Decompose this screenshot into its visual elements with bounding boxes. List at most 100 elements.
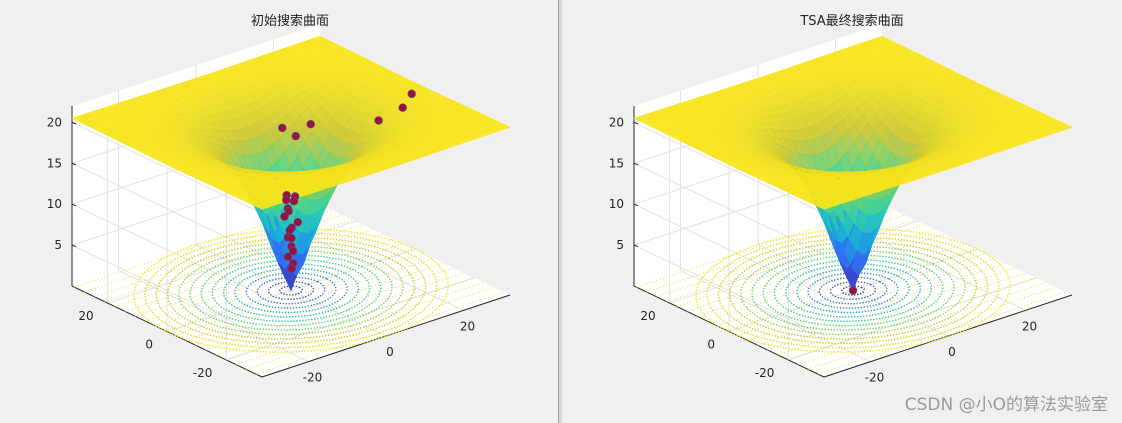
- z-tick-mark: [633, 244, 639, 248]
- contour-ring: [706, 232, 1000, 349]
- y-tick-label: 20: [640, 309, 655, 323]
- contour-ring: [234, 267, 348, 314]
- floor-field-line: [255, 291, 505, 375]
- chart-initial-surface: 初始搜索曲面 5 10 15 20 20 0 -20 -20 0 20: [47, 14, 511, 385]
- x-tick-label: -20: [303, 371, 323, 385]
- agent-point: [291, 131, 300, 141]
- y-tick-label: 0: [145, 338, 153, 352]
- floor-field-line: [195, 262, 444, 346]
- floor-field-line: [706, 238, 956, 322]
- floor-field-line: [124, 228, 374, 312]
- floor-field-line: [797, 282, 1047, 365]
- z-tick-label: 5: [54, 238, 62, 252]
- surface-patch: [496, 124, 511, 131]
- contour-ring: [279, 285, 303, 296]
- z-tick-label: 20: [609, 115, 624, 129]
- floor-field-line: [165, 248, 414, 332]
- floor-field-line: [154, 243, 404, 327]
- floor-field-line: [225, 277, 474, 361]
- agent-points: [278, 89, 416, 273]
- contour-ring: [211, 259, 371, 322]
- contour-ring: [796, 267, 910, 314]
- agent-point: [398, 103, 407, 112]
- floor-field-line: [205, 267, 454, 351]
- y-tick-label: 20: [78, 309, 93, 323]
- agent-point: [407, 89, 416, 98]
- floor-field-line: [787, 277, 1036, 361]
- agent-point: [374, 116, 383, 125]
- z-tick-label: 15: [609, 156, 624, 170]
- x-tick-label: 0: [948, 345, 956, 359]
- z-tick-mark: [71, 203, 77, 207]
- agent-point: [283, 252, 293, 261]
- floor-field-line: [747, 257, 996, 341]
- contour-ring: [728, 241, 978, 340]
- chart-title: TSA最终搜索曲面: [799, 13, 903, 29]
- floor-field-line: [144, 238, 394, 322]
- figure-panel-final: TSA最终搜索曲面 5 10 15 20 20 0 -20 -20 0 20: [562, 0, 1122, 423]
- floor-field-line: [114, 224, 363, 307]
- z-tick-mark: [71, 244, 77, 248]
- agent-point: [293, 217, 302, 227]
- y-tick-label: 0: [707, 338, 715, 352]
- surface-mesh: [71, 35, 511, 292]
- x-axis-line: [823, 294, 1073, 378]
- surface-mesh: [633, 35, 1073, 292]
- floor-field-line: [185, 257, 434, 341]
- y-tick-label: -20: [193, 366, 213, 380]
- x-tick-label: 20: [460, 319, 475, 333]
- floor-field-line: [807, 286, 1057, 370]
- floor-field-line: [676, 224, 925, 307]
- x-tick-label: 20: [1022, 319, 1037, 333]
- z-tick-label: 5: [616, 238, 624, 252]
- z-tick-label: 10: [609, 197, 624, 211]
- contour-ring: [166, 241, 416, 340]
- agent-point: [280, 212, 289, 221]
- agent-point: [282, 195, 291, 205]
- floor-field-line: [727, 248, 976, 332]
- contour-ring: [144, 232, 438, 349]
- floor-field-line: [175, 253, 424, 336]
- chart-final-surface: TSA最终搜索曲面 5 10 15 20 20 0 -20 -20 0 20: [609, 13, 1073, 385]
- floor-field-line: [737, 253, 986, 336]
- floor-field-line: [245, 286, 495, 370]
- z-tick-label: 10: [47, 197, 62, 211]
- watermark-text: CSDN @小O的算法实验室: [904, 395, 1108, 415]
- floor-field-line: [215, 272, 464, 356]
- z-tick-mark: [633, 162, 639, 166]
- x-tick-label: -20: [865, 371, 885, 385]
- floor-field-line: [757, 262, 1006, 346]
- panel-divider[interactable]: [558, 0, 562, 423]
- agent-point: [288, 246, 298, 256]
- floor-field-line: [817, 291, 1067, 375]
- grid-line-x: [680, 90, 871, 363]
- contour-ring: [773, 259, 933, 322]
- z-tick-mark: [633, 121, 639, 125]
- agent-point: [285, 226, 294, 235]
- agent-point: [278, 123, 287, 133]
- floor-field-line: [777, 272, 1026, 356]
- surface-patch: [1058, 124, 1073, 131]
- grid-line-x: [118, 90, 309, 363]
- floor-field-line: [134, 233, 384, 317]
- floor-field-line: [686, 228, 936, 312]
- agent-point: [287, 264, 296, 273]
- z-tick-label: 15: [47, 156, 62, 170]
- floor-field-line: [235, 282, 485, 365]
- z-tick-label: 20: [47, 115, 62, 129]
- chart-title: 初始搜索曲面: [251, 14, 329, 29]
- z-tick-mark: [633, 203, 639, 207]
- y-tick-label: -20: [755, 366, 775, 380]
- floor-field-line: [716, 243, 966, 327]
- agent-points: [848, 286, 858, 295]
- x-axis-line: [261, 294, 511, 378]
- x-tick-label: 0: [386, 345, 394, 359]
- floor-field-line: [696, 233, 946, 317]
- z-tick-mark: [71, 162, 77, 166]
- contour-ring: [841, 285, 865, 296]
- floor-field-line: [767, 267, 1016, 351]
- z-tick-mark: [71, 121, 77, 125]
- contour-ring: [189, 250, 393, 331]
- agent-point: [848, 286, 858, 295]
- agent-point: [287, 233, 296, 243]
